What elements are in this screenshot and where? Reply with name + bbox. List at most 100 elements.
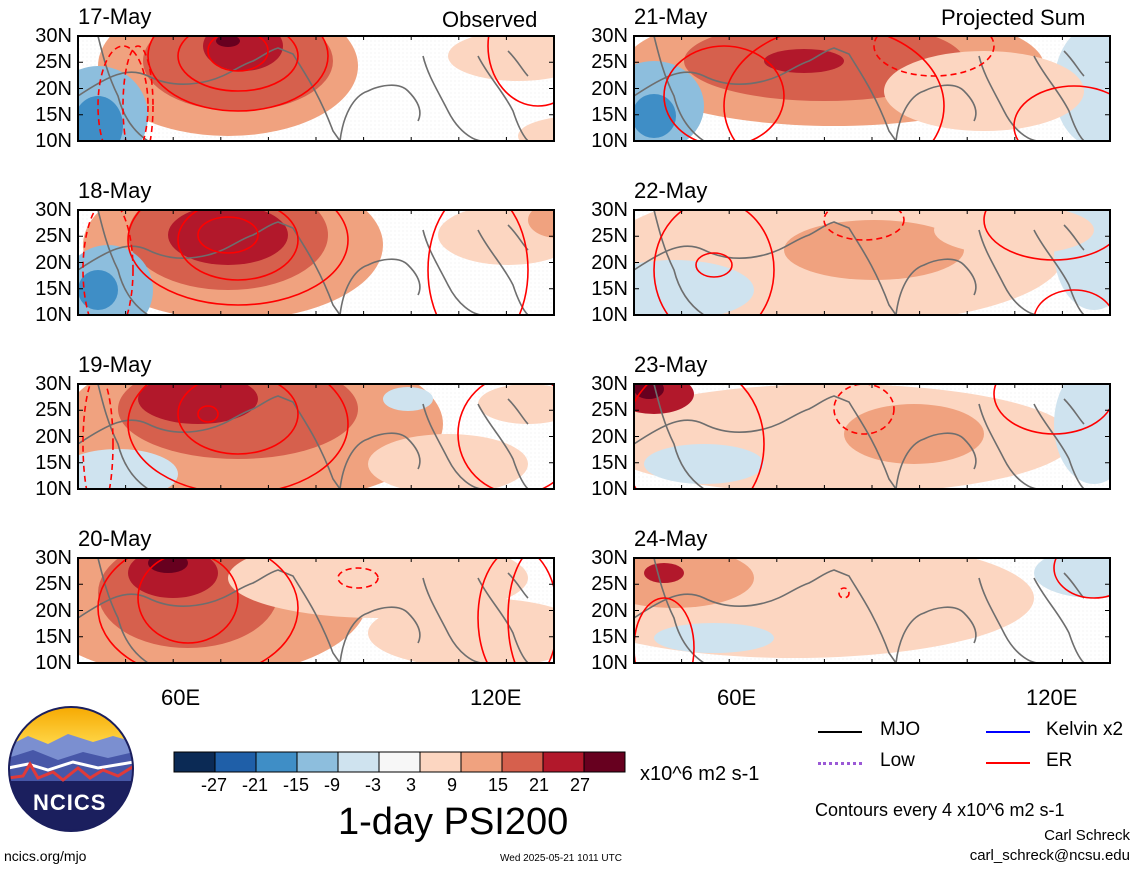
anomaly-shading <box>844 404 984 464</box>
ncics-logo <box>8 706 134 832</box>
er-contour <box>634 597 695 663</box>
anomaly-shading <box>1054 384 1110 484</box>
panel-date-label: 18-May <box>78 178 152 203</box>
lon-label-60e-right: 60E <box>717 685 757 710</box>
anomaly-shading <box>478 384 554 424</box>
anomaly-shading <box>383 387 433 411</box>
lat-label: 25N <box>591 573 628 596</box>
lat-label: 30N <box>35 25 72 47</box>
coastline <box>1114 618 1121 663</box>
coastline <box>477 229 529 315</box>
coastline <box>653 210 705 315</box>
lat-label: 10N <box>35 304 72 326</box>
lon-label-120e-left: 120E <box>470 685 522 710</box>
er-legend-label: ER <box>1046 750 1073 771</box>
er-contour <box>177 210 299 281</box>
coastline <box>558 96 565 141</box>
anomaly-shading <box>143 36 333 111</box>
coastline <box>78 395 341 489</box>
coastline <box>558 618 565 663</box>
colorbar-tick: -3 <box>365 775 382 795</box>
anomaly-shading <box>216 36 240 47</box>
author-name: Carl Schreck <box>1044 827 1130 844</box>
coastline <box>78 221 341 315</box>
er-contour <box>477 558 554 663</box>
anomaly-shading <box>934 210 1094 255</box>
colorbar-tick: -9 <box>324 775 341 795</box>
colorbar-tick: 27 <box>570 775 591 795</box>
anomaly-shading <box>78 270 118 310</box>
lat-label: 20N <box>35 425 72 448</box>
coastline <box>1063 398 1085 425</box>
lat-label: 15N <box>35 103 72 126</box>
author-email[interactable]: carl_schreck@ncsu.edu <box>969 847 1130 864</box>
coastline <box>634 395 897 489</box>
er-contour <box>487 36 554 107</box>
kelvin-legend-line <box>986 731 1030 733</box>
anomaly-shading <box>884 51 1084 131</box>
coastline <box>978 55 1040 141</box>
lat-label: 25N <box>35 225 72 248</box>
anomaly-shading <box>644 444 764 484</box>
anomaly-shading <box>764 49 844 73</box>
timestamp: Wed 2025-05-21 1011 UTC <box>500 853 622 864</box>
site-link[interactable]: ncics.org/mjo <box>4 848 87 864</box>
panel-date-label: 24-May <box>634 526 708 551</box>
map-panel <box>77 557 565 664</box>
mjo-legend-label: MJO <box>880 719 921 740</box>
coastline <box>1033 577 1085 663</box>
coastline <box>1063 224 1085 251</box>
coastline <box>895 258 977 315</box>
coastline <box>1114 444 1121 489</box>
colorbar-units: x10^6 m2 s-1 <box>640 763 760 785</box>
lat-label: 10N <box>35 652 72 674</box>
map-panel <box>77 383 565 490</box>
chart-title: 1-day PSI200 <box>338 801 569 843</box>
lat-label: 25N <box>35 51 72 74</box>
coastline <box>339 432 421 489</box>
lat-label: 20N <box>35 599 72 622</box>
coastline <box>634 569 897 663</box>
coastline <box>422 55 484 141</box>
lat-label: 20N <box>35 251 72 274</box>
coastline <box>339 84 421 141</box>
anomaly-shading <box>784 220 964 280</box>
er-contour <box>197 216 259 254</box>
coastline <box>1033 229 1085 315</box>
projected-sum-header: Projected Sum <box>941 5 1086 30</box>
er-contour <box>427 210 529 315</box>
er-contour <box>653 210 775 315</box>
coastline <box>653 36 705 141</box>
er-legend-line <box>986 762 1030 764</box>
coastline <box>634 221 897 315</box>
coastline <box>97 36 149 141</box>
er-contour <box>127 210 349 306</box>
coastline <box>558 444 565 489</box>
er-contour <box>663 45 785 141</box>
low-legend-line <box>818 762 862 765</box>
lat-label: 30N <box>35 373 72 395</box>
lat-label: 30N <box>591 199 628 221</box>
colorbar-tick: 9 <box>447 775 458 795</box>
lat-label: 10N <box>591 478 628 500</box>
coastline <box>97 558 149 663</box>
coastline <box>422 403 484 489</box>
lat-label: 25N <box>35 399 72 422</box>
er-contour <box>634 384 765 489</box>
lat-label: 15N <box>591 103 628 126</box>
anomaly-shading <box>654 623 774 653</box>
er-contour <box>1033 289 1110 315</box>
lat-label: 15N <box>35 277 72 300</box>
coastline <box>339 258 421 315</box>
observed-header: Observed <box>442 7 538 32</box>
lat-label: 15N <box>591 625 628 648</box>
anomaly-shading <box>1054 210 1110 310</box>
er-contour <box>127 384 349 489</box>
coastline <box>422 577 484 663</box>
coastline <box>507 572 529 599</box>
lat-label: 30N <box>591 373 628 395</box>
coastline <box>1063 50 1085 77</box>
coastline <box>978 403 1040 489</box>
er-contour <box>207 36 269 72</box>
coastline <box>895 432 977 489</box>
